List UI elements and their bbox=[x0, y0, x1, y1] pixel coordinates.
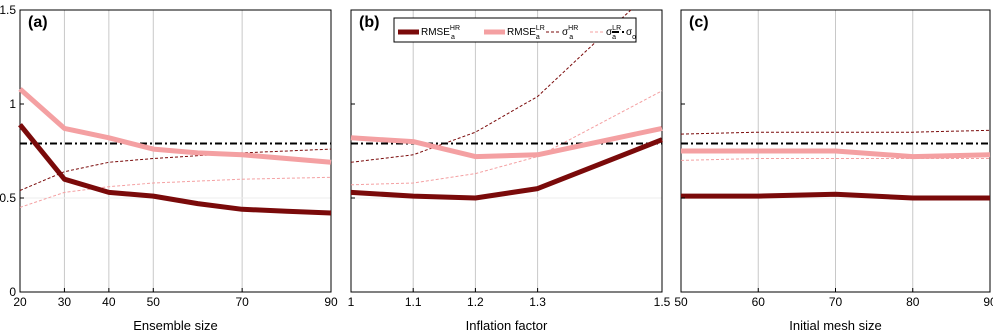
x-tick-label: 60 bbox=[752, 295, 766, 309]
y-tick-label: 1 bbox=[9, 97, 16, 111]
panels: 20 30 40 50 70 90 0 0.5 1 1.5 Ensemble size (a) 1 1.1… bbox=[0, 3, 993, 333]
series-line-rmse-lr bbox=[18, 87, 332, 165]
legend-label: RMSELR a bbox=[507, 25, 545, 41]
y-tick-label: 0.5 bbox=[0, 191, 16, 205]
x-tick-label: 90 bbox=[983, 295, 993, 309]
series-line-rmse-lr bbox=[681, 148, 991, 160]
x-tick-label: 1.3 bbox=[529, 295, 546, 309]
series-line-sigma-hr bbox=[19, 148, 332, 191]
series-line-rmse-hr bbox=[681, 191, 990, 201]
panel-label: (a) bbox=[28, 14, 48, 31]
chart-panel: 20 30 40 50 70 90 0 0.5 1 1.5 Ensemble size (a) bbox=[0, 3, 338, 333]
legend-label: σo bbox=[626, 27, 636, 41]
series-line-rmse-hr bbox=[18, 123, 332, 216]
panel-label: (b) bbox=[359, 14, 379, 31]
panel-label: (c) bbox=[689, 14, 709, 31]
x-tick-label: 30 bbox=[58, 295, 72, 309]
legend-label: RMSEHR a bbox=[421, 25, 460, 41]
chart-panel: 50 60 70 80 90 Initial mesh size (c) bbox=[674, 9, 993, 333]
series-line-rmse-hr bbox=[350, 137, 663, 201]
series-line-rmse-lr bbox=[350, 125, 663, 160]
x-tick-label: 40 bbox=[102, 295, 116, 309]
x-tick-label: 70 bbox=[829, 295, 843, 309]
x-tick-label: 50 bbox=[674, 295, 688, 309]
axis-box bbox=[350, 9, 663, 293]
legend: RMSEHR a RMSELR a σHR a σLR a σo bbox=[393, 17, 637, 43]
series-line-sigma-lr bbox=[350, 90, 663, 186]
legend-item-rmse-lr: RMSELR a bbox=[484, 25, 545, 41]
chart-panel: 1 1.1 1.2 1.3 1.5 Inflation factor (b) bbox=[348, 9, 671, 333]
x-axis-label: Initial mesh size bbox=[789, 318, 881, 333]
y-tick-label: 0 bbox=[9, 285, 16, 299]
x-axis-label: Inflation factor bbox=[466, 318, 548, 333]
x-tick-label: 20 bbox=[13, 295, 27, 309]
x-tick-label: 1.5 bbox=[654, 295, 671, 309]
series-line-sigma-hr bbox=[680, 129, 991, 135]
legend-item-rmse-hr: RMSEHR a bbox=[398, 25, 460, 41]
x-tick-label: 50 bbox=[147, 295, 161, 309]
y-tick-label: 1.5 bbox=[0, 3, 16, 17]
legend-item-sigma-o: σo bbox=[612, 27, 636, 41]
x-axis-label: Ensemble size bbox=[133, 318, 218, 333]
x-tick-label: 1 bbox=[348, 295, 355, 309]
x-tick-label: 1.1 bbox=[405, 295, 422, 309]
axis-box bbox=[19, 9, 332, 293]
x-tick-label: 90 bbox=[324, 295, 338, 309]
legend-box bbox=[393, 17, 637, 43]
x-tick-label: 1.2 bbox=[467, 295, 484, 309]
x-tick-label: 80 bbox=[906, 295, 920, 309]
x-tick-label: 70 bbox=[235, 295, 249, 309]
